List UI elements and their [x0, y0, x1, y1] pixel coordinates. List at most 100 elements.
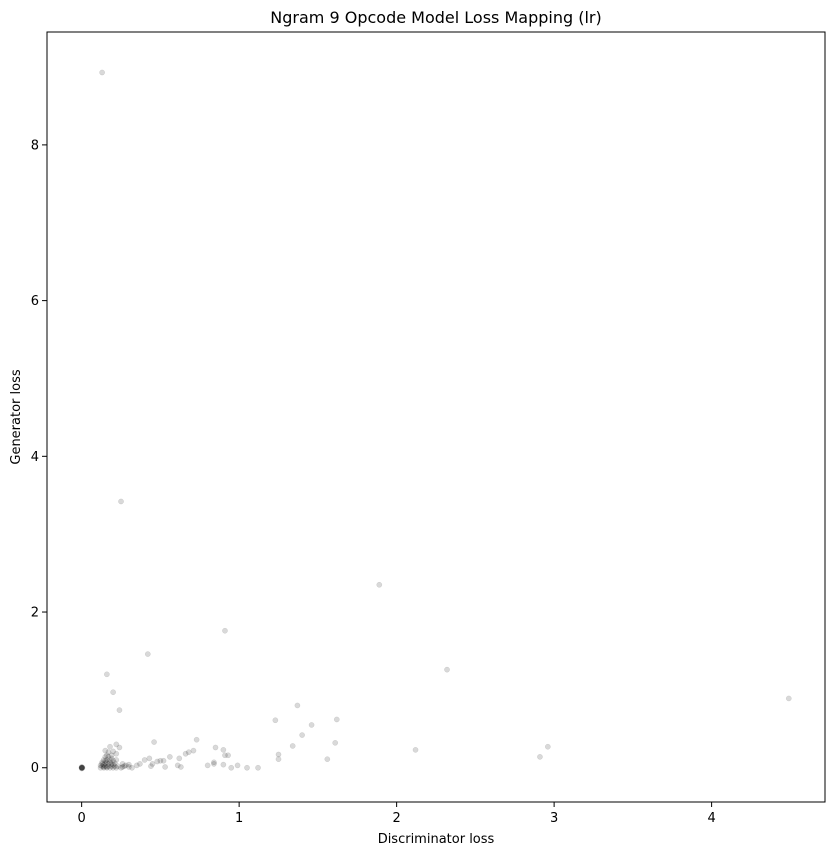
y-tick-label: 2 [31, 606, 39, 621]
data-point [234, 762, 241, 769]
data-point [110, 689, 117, 696]
data-point [222, 752, 228, 759]
data-point [100, 761, 107, 768]
data-point [104, 752, 110, 759]
data-point [108, 763, 115, 770]
y-tick-label: 8 [31, 138, 39, 153]
data-point [190, 747, 197, 754]
data-point [102, 757, 109, 764]
plot-frame [46, 31, 826, 803]
data-point [141, 757, 148, 763]
data-point [174, 762, 181, 769]
data-point [99, 759, 105, 766]
x-tick-label: 4 [707, 811, 715, 826]
data-point [79, 764, 86, 771]
data-point [110, 761, 117, 768]
data-point [108, 752, 115, 759]
y-tick-label: 6 [31, 294, 39, 309]
data-point [100, 764, 107, 771]
x-tick-label: 2 [392, 811, 400, 826]
data-point [78, 764, 85, 771]
data-point [144, 651, 151, 657]
data-point [113, 741, 120, 748]
ticks-layer: 0 1 2 3 4 0 2 4 6 8 [31, 138, 716, 826]
data-point [289, 743, 296, 749]
data-point [108, 761, 115, 767]
data-point [272, 717, 279, 724]
data-point [78, 765, 85, 772]
data-point [113, 757, 120, 763]
data-point [133, 762, 140, 769]
data-point [324, 756, 331, 763]
data-point [104, 759, 110, 766]
data-point [110, 757, 117, 764]
data-point [376, 581, 383, 588]
data-point [121, 763, 128, 770]
data-point [104, 671, 110, 678]
data-point [107, 764, 113, 771]
data-point [102, 763, 109, 770]
data-point [107, 743, 113, 750]
data-point [211, 759, 217, 766]
data-point [157, 757, 164, 764]
data-point [294, 702, 301, 709]
data-point [228, 764, 235, 771]
data-point [160, 757, 167, 764]
data-point [105, 749, 112, 756]
data-point [99, 763, 105, 770]
data-point [104, 764, 110, 771]
data-point [102, 753, 109, 760]
data-point [113, 764, 120, 771]
data-point [222, 627, 228, 634]
data-point [107, 757, 113, 763]
data-point [220, 761, 227, 768]
x-tick-label: 3 [550, 811, 558, 826]
x-axis-label: Discriminator loss [378, 832, 495, 847]
data-point [149, 761, 156, 767]
data-point [126, 761, 132, 768]
data-point [785, 695, 792, 702]
data-point [116, 744, 123, 751]
data-point [105, 761, 112, 767]
data-point [107, 759, 113, 766]
x-tick-label: 0 [78, 811, 86, 826]
data-point [100, 764, 107, 770]
data-point [204, 762, 211, 769]
data-point [193, 736, 200, 743]
data-point [105, 753, 112, 760]
data-point [79, 765, 86, 771]
data-point [78, 764, 85, 771]
data-point [244, 764, 250, 771]
x-tick-label: 1 [235, 811, 243, 826]
data-point [79, 764, 85, 771]
data-point [97, 762, 104, 769]
data-point [308, 722, 315, 728]
data-point [111, 763, 118, 770]
data-point [412, 746, 419, 753]
data-point [110, 764, 117, 771]
data-point [108, 755, 115, 762]
data-point [115, 763, 121, 770]
data-point [100, 757, 107, 763]
data-point [122, 762, 129, 769]
data-point [113, 750, 120, 757]
data-point [154, 758, 161, 765]
data-point [126, 764, 132, 770]
chart-title: Ngram 9 Opcode Model Loss Mapping (lr) [270, 8, 601, 27]
data-point [166, 753, 173, 760]
data-point [185, 749, 192, 756]
points-layer [78, 69, 792, 772]
data-point [255, 764, 261, 771]
data-point [537, 753, 543, 760]
data-point [146, 755, 153, 762]
data-point [151, 739, 157, 745]
data-point [104, 757, 110, 763]
data-point [111, 760, 118, 766]
data-point [178, 764, 184, 770]
data-point [118, 764, 124, 771]
data-point [332, 739, 339, 746]
data-point [116, 707, 123, 713]
data-point [102, 760, 109, 766]
data-point [148, 763, 154, 770]
